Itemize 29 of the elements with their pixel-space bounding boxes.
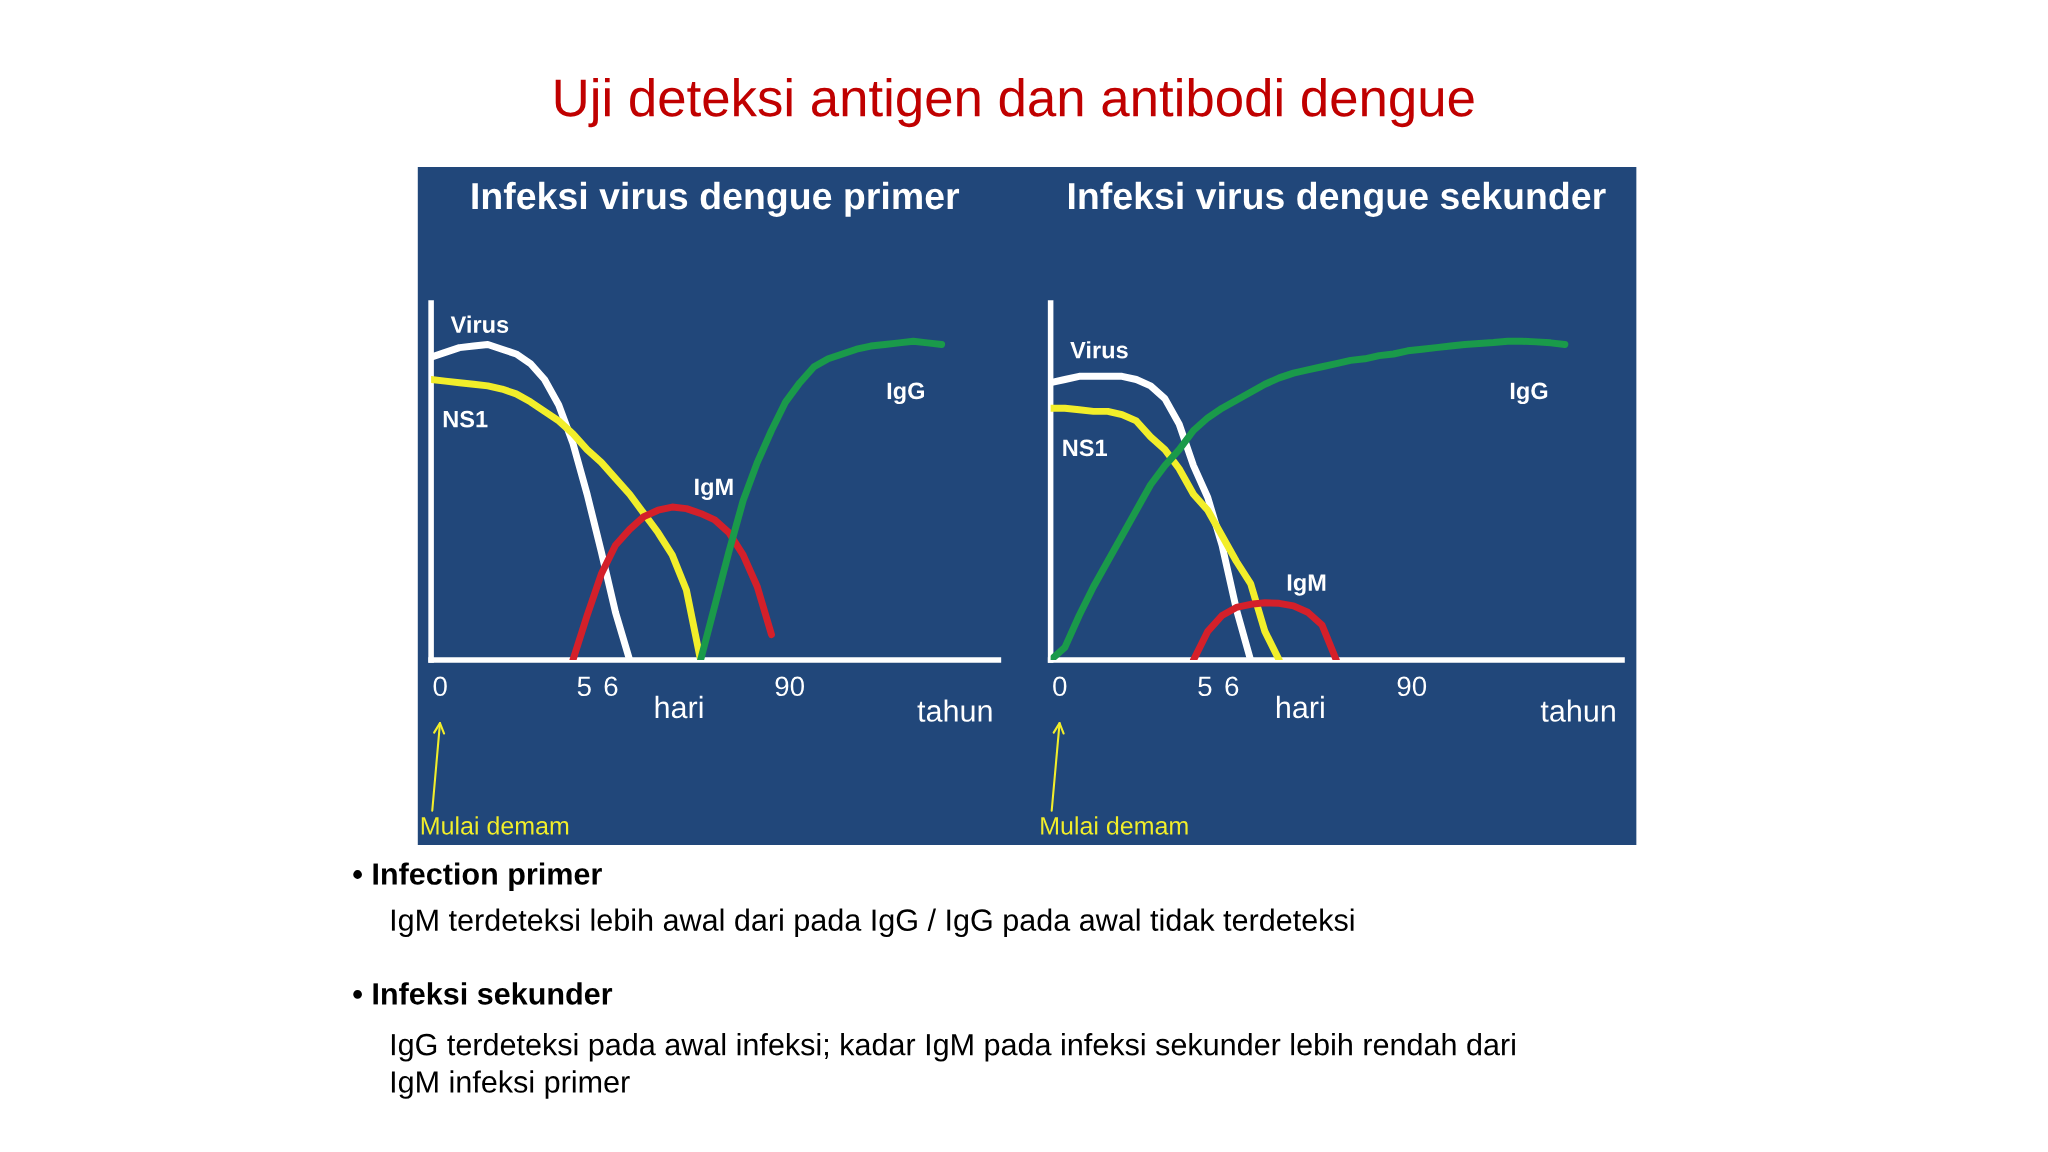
text: 5 bbox=[1198, 676, 1212, 697]
series-label: Virus bbox=[1070, 341, 1128, 359]
text: 5 bbox=[577, 676, 591, 697]
chart-title: Infeksi virus dengue sekunder bbox=[1068, 181, 1606, 217]
text: • Infection primer bbox=[353, 862, 602, 891]
text: 90 bbox=[1397, 676, 1427, 697]
text: 90 bbox=[775, 676, 804, 697]
x-axis-title: hari bbox=[1276, 695, 1324, 719]
text: tahun bbox=[917, 699, 992, 722]
series-label: IgM bbox=[695, 478, 733, 500]
x-axis-title: hari bbox=[655, 695, 703, 719]
text: Mulai demam bbox=[1041, 816, 1188, 835]
text: 6 bbox=[1225, 676, 1239, 697]
series-label: Virus bbox=[450, 315, 509, 333]
chart-title: Infeksi virus dengue primer bbox=[472, 181, 960, 217]
text: Uji deteksi antigen dan antibodi dengue bbox=[555, 77, 1474, 128]
text: IgM terdeteksi lebih awal dari pada IgG / IgG pada awal tidak terdeteksi bbox=[391, 908, 1354, 937]
series-label: IgG bbox=[887, 382, 924, 405]
series-label: IgM bbox=[1287, 574, 1326, 596]
text: 6 bbox=[604, 676, 618, 697]
text: 0 bbox=[433, 676, 447, 697]
series-label: IgG bbox=[1510, 382, 1548, 405]
series-label: NS1 bbox=[443, 410, 488, 428]
text: • Infeksi sekunder bbox=[353, 982, 613, 1005]
text: 0 bbox=[1053, 676, 1067, 697]
text: IgG terdeteksi pada awal infeksi; kadar IgM pada infeksi sekunder lebih rendah dari IgM infeksi primer bbox=[391, 1033, 1515, 1099]
text: Mulai demam bbox=[421, 816, 569, 835]
series-label: NS1 bbox=[1063, 439, 1108, 457]
text: tahun bbox=[1540, 699, 1615, 722]
